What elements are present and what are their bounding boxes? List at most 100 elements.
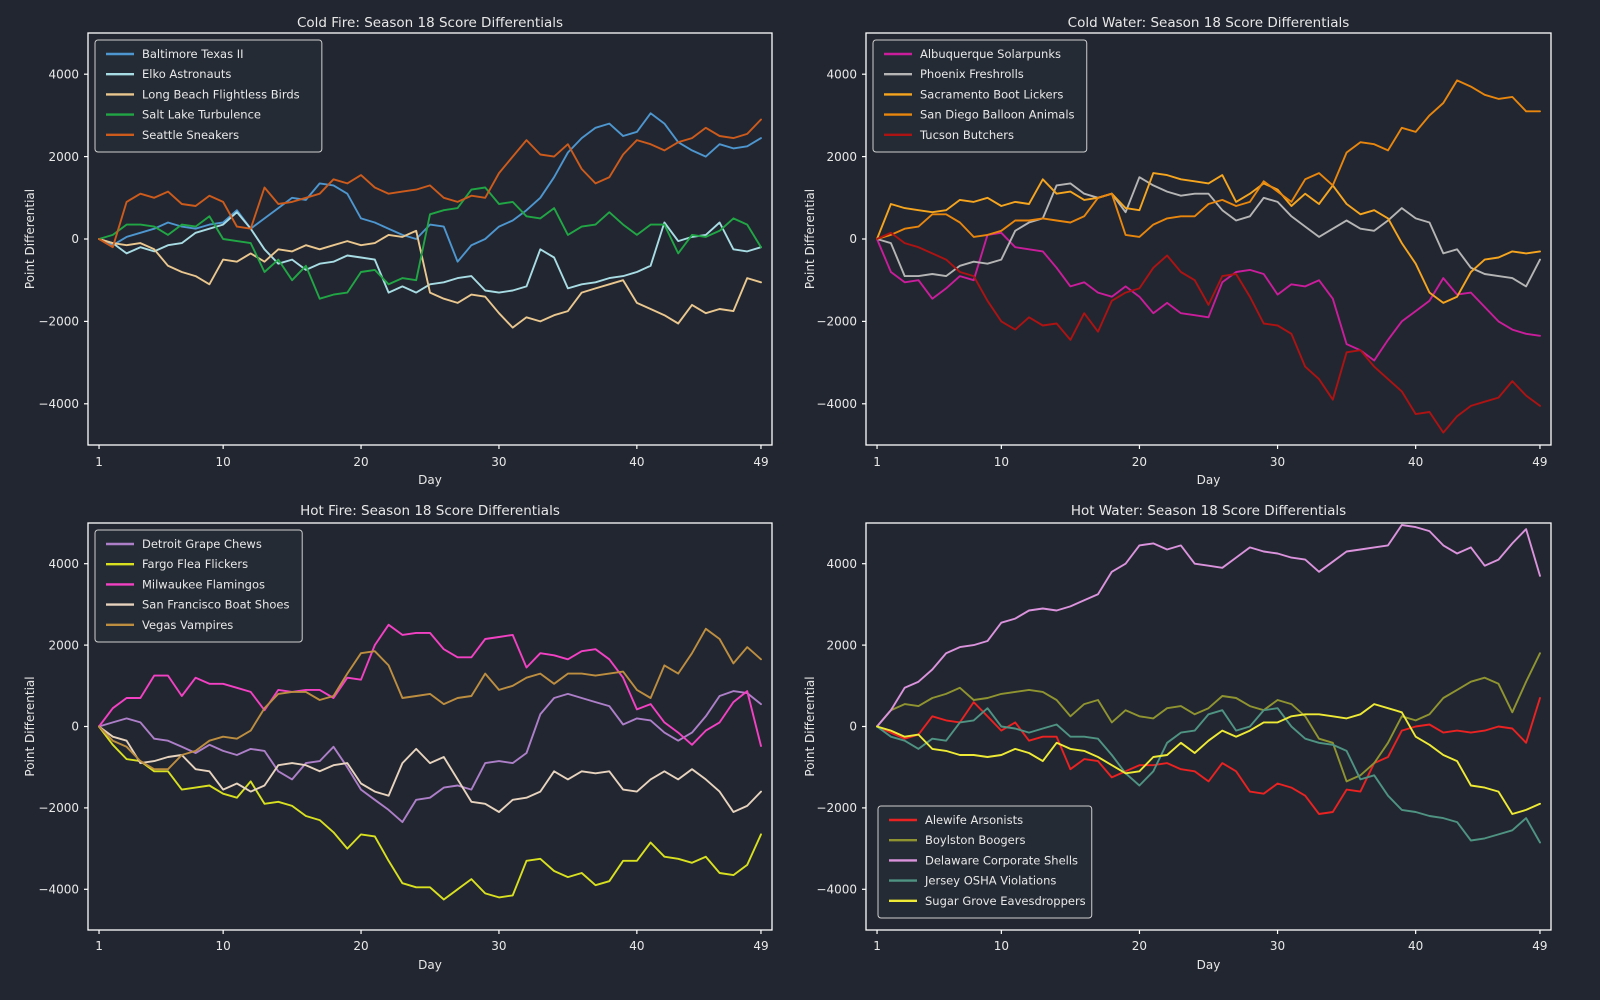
y-tick-label: −4000 xyxy=(38,397,79,411)
y-axis-label: Point Differential xyxy=(803,189,817,289)
y-tick-label: 4000 xyxy=(48,67,79,81)
legend-label: Elko Astronauts xyxy=(142,67,231,81)
legend-box xyxy=(94,39,323,153)
x-tick-label: 10 xyxy=(216,455,231,469)
legend-label: Delaware Corporate Shells xyxy=(925,853,1078,867)
legend-label: Albuquerque Solarpunks xyxy=(920,47,1061,61)
legend-box xyxy=(877,805,1093,919)
y-tick-label: 0 xyxy=(71,232,79,246)
x-tick-label: 20 xyxy=(1132,455,1147,469)
legend-label: Sacramento Boot Lickers xyxy=(920,87,1063,101)
y-tick-label: 4000 xyxy=(48,557,79,571)
legend-label: Seattle Sneakers xyxy=(142,128,239,142)
hot-water-chart-svg: −4000 −2000 0 2000 4000 1 10 20 30 40 49 Hot Water:… xyxy=(803,503,1552,972)
legend-label: Milwaukee Flamingos xyxy=(142,577,265,591)
y-axis-label: Point Differential xyxy=(23,676,37,776)
legend-label: Baltimore Texas II xyxy=(142,47,244,61)
x-tick-label: 20 xyxy=(353,939,368,953)
x-tick-label: 1 xyxy=(873,939,881,953)
legend-label: Vegas Vampires xyxy=(142,618,233,632)
chart-cold-water: −4000 −2000 0 2000 4000 1 10 20 30 40 49 Cold Water… xyxy=(800,0,1600,500)
x-tick-label: 10 xyxy=(216,939,231,953)
series-line-detroit-grape-chews xyxy=(98,690,762,824)
y-tick-label: −4000 xyxy=(38,883,79,897)
x-axis-label: Day xyxy=(418,473,442,487)
x-tick-label: 30 xyxy=(1270,939,1285,953)
x-tick-label: 49 xyxy=(753,939,768,953)
x-tick-label: 30 xyxy=(1270,455,1285,469)
y-tick-label: −2000 xyxy=(38,801,79,815)
legend-label: Alewife Arsonists xyxy=(925,813,1023,827)
y-tick-label: −4000 xyxy=(816,397,857,411)
x-tick-label: 10 xyxy=(994,939,1009,953)
x-tick-label: 40 xyxy=(1408,455,1423,469)
legend-label: Phoenix Freshrolls xyxy=(920,67,1024,81)
legend-label: Boylston Boogers xyxy=(925,833,1025,847)
y-tick-label: 2000 xyxy=(48,150,79,164)
y-tick-label: −2000 xyxy=(38,315,79,329)
x-tick-label: 49 xyxy=(753,455,768,469)
y-tick-label: −2000 xyxy=(816,801,857,815)
series-line-seattle-sneakers xyxy=(98,118,762,249)
legend-label: Sugar Grove Eavesdroppers xyxy=(925,894,1086,908)
y-tick-label: 4000 xyxy=(826,67,857,81)
legend-label: Detroit Grape Chews xyxy=(142,537,262,551)
series-line-boylston-boogers xyxy=(876,652,1541,783)
y-tick-label: 2000 xyxy=(826,638,857,652)
series-line-vegas-vampires xyxy=(98,627,762,771)
chart-hot-water: −4000 −2000 0 2000 4000 1 10 20 30 40 49 Hot Water:… xyxy=(800,500,1600,1000)
y-tick-label: 4000 xyxy=(826,557,857,571)
y-tick-label: 0 xyxy=(71,720,79,734)
series-line-delaware-corporate-shells xyxy=(876,524,1541,728)
x-axis-label: Day xyxy=(1197,473,1221,487)
legend-label: Fargo Flea Flickers xyxy=(142,557,248,571)
series-line-baltimore-texas-ii xyxy=(98,112,762,263)
legend-label: Salt Lake Turbulence xyxy=(142,108,261,122)
series-line-jersey-osha-violations xyxy=(876,707,1541,844)
series-line-sugar-grove-eavesdroppers xyxy=(876,703,1541,815)
series-line-alewife-arsonists xyxy=(876,697,1541,815)
cold-water-chart-svg: −4000 −2000 0 2000 4000 1 10 20 30 40 49 Cold Water… xyxy=(803,15,1552,487)
chart-title: Cold Water: Season 18 Score Differential… xyxy=(1068,15,1350,31)
x-tick-label: 1 xyxy=(873,455,881,469)
series-line-elko-astronauts xyxy=(98,211,762,294)
hot-fire-chart-svg: −4000 −2000 0 2000 4000 1 10 20 30 40 49 Hot Fire: … xyxy=(23,503,773,972)
x-tick-label: 30 xyxy=(491,939,506,953)
y-tick-label: 0 xyxy=(849,720,857,734)
series-line-tucson-butchers xyxy=(876,231,1541,434)
y-tick-label: 2000 xyxy=(48,638,79,652)
x-tick-label: 30 xyxy=(491,455,506,469)
series-line-phoenix-freshrolls xyxy=(876,176,1541,288)
legend-label: San Diego Balloon Animals xyxy=(920,108,1075,122)
x-axis-label: Day xyxy=(1197,958,1221,972)
legend-label: Jersey OSHA Violations xyxy=(924,874,1056,888)
x-tick-label: 20 xyxy=(1132,939,1147,953)
y-tick-label: −4000 xyxy=(816,883,857,897)
series-line-sacramento-boot-lickers xyxy=(876,172,1541,304)
x-tick-label: 1 xyxy=(95,455,103,469)
y-tick-label: −2000 xyxy=(816,315,857,329)
x-tick-label: 49 xyxy=(1532,455,1547,469)
y-axis-label: Point Differential xyxy=(23,189,37,289)
chart-title: Hot Water: Season 18 Score Differentials xyxy=(1071,503,1346,519)
x-axis-label: Day xyxy=(418,958,442,972)
series-line-san-francisco-boat-shoes xyxy=(98,725,762,813)
chart-title: Cold Fire: Season 18 Score Differentials xyxy=(297,15,563,31)
y-tick-label: 2000 xyxy=(826,150,857,164)
x-tick-label: 40 xyxy=(1408,939,1423,953)
series-line-san-diego-balloon-animals xyxy=(876,79,1541,240)
series-line-fargo-flea-flickers xyxy=(98,725,762,901)
x-tick-label: 49 xyxy=(1532,939,1547,953)
y-axis-label: Point Differential xyxy=(803,676,817,776)
x-tick-label: 20 xyxy=(353,455,368,469)
series-line-long-beach-flightless-birds xyxy=(98,229,762,329)
x-tick-label: 1 xyxy=(95,939,103,953)
series-line-salt-lake-turbulence xyxy=(98,186,762,300)
y-tick-label: 0 xyxy=(849,232,857,246)
legend-label: Long Beach Flightless Birds xyxy=(142,87,300,101)
series-line-milwaukee-flamingos xyxy=(98,623,762,747)
x-tick-label: 10 xyxy=(994,455,1009,469)
chart-hot-fire: −4000 −2000 0 2000 4000 1 10 20 30 40 49 Hot Fire: … xyxy=(0,500,800,1000)
legend-box xyxy=(872,39,1088,153)
